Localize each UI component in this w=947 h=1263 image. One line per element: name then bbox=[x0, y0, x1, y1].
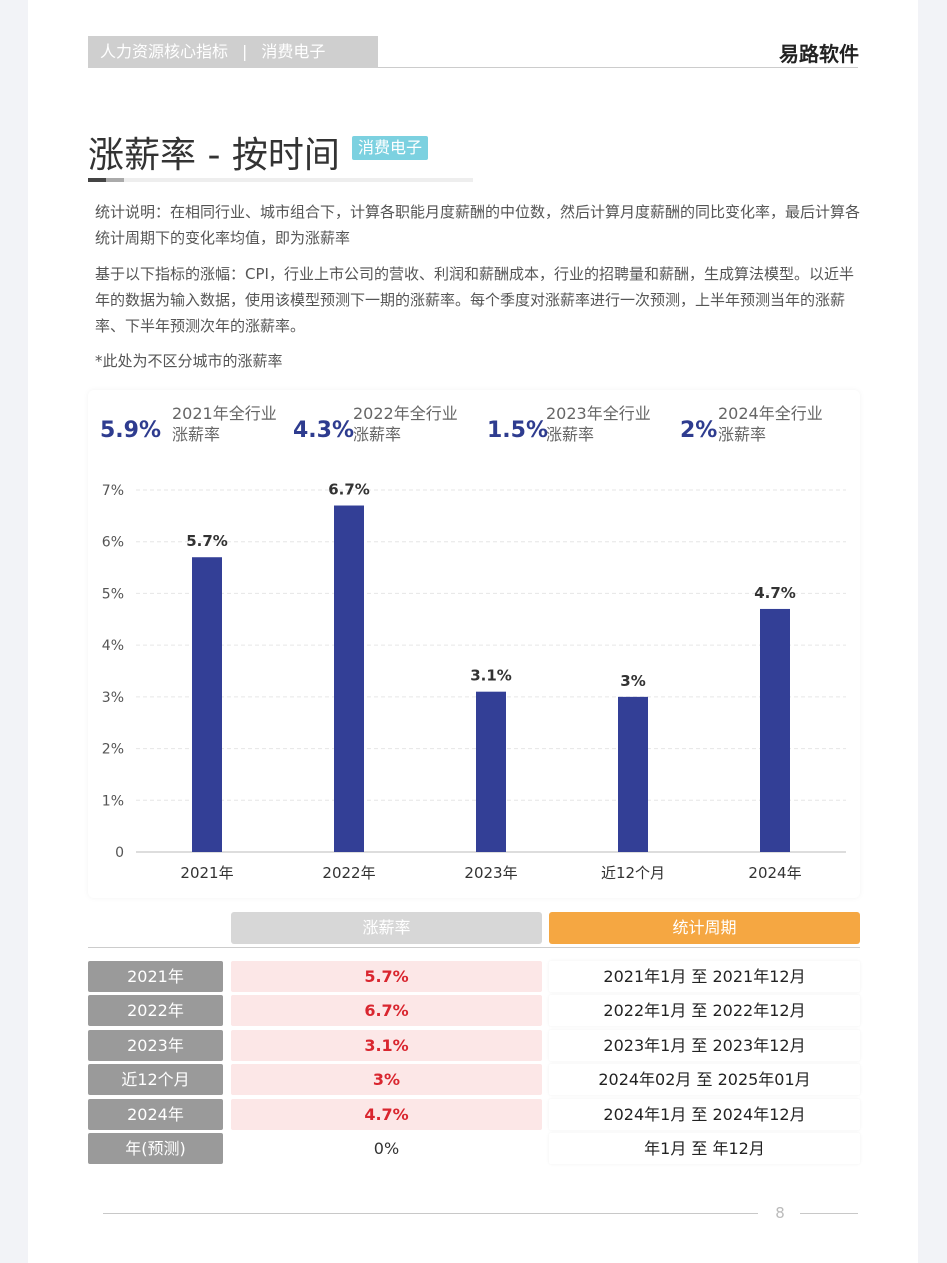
table-cell-period: 2024年1月 至 2024年12月 bbox=[549, 1099, 860, 1130]
table-row: 2023年 3.1% 2023年1月 至 2023年12月 bbox=[88, 1030, 860, 1061]
table-cell-rate: 3.1% bbox=[231, 1030, 542, 1061]
kpi-label: 2021年全行业 涨薪率 bbox=[172, 403, 277, 445]
description-method: 统计说明：在相同行业、城市组合下，计算各职能月度薪酬的中位数，然后计算月度薪酬的… bbox=[95, 203, 861, 247]
chart-x-tick-label: 2023年 bbox=[464, 864, 517, 882]
chart-x-tick-label: 近12个月 bbox=[601, 864, 665, 882]
chart-y-tick-label: 4% bbox=[102, 638, 124, 654]
table-cell-year: 年(预测) bbox=[88, 1133, 223, 1164]
footer-divider bbox=[103, 1213, 758, 1214]
chart-x-tick-label: 2022年 bbox=[322, 864, 375, 882]
chart-y-tick-label: 3% bbox=[102, 690, 124, 706]
header-industry-label: 消费电子 bbox=[261, 42, 326, 61]
kpi-label-line2: 涨薪率 bbox=[718, 425, 767, 444]
description-model: 基于以下指标的涨幅：CPI，行业上市公司的营收、利润和薪酬成本，行业的招聘量和薪… bbox=[95, 265, 854, 335]
table-row: 2022年 6.7% 2022年1月 至 2022年12月 bbox=[88, 995, 860, 1026]
kpi-label-line2: 涨薪率 bbox=[172, 425, 221, 444]
kpi-label-line2: 涨薪率 bbox=[546, 425, 595, 444]
chart-y-tick-label: 1% bbox=[102, 793, 124, 809]
table-cell-year: 2022年 bbox=[88, 995, 223, 1026]
chart-y-tick-label: 5% bbox=[102, 586, 124, 602]
table-cell-period: 2022年1月 至 2022年12月 bbox=[549, 995, 860, 1026]
chart-y-tick-label: 2% bbox=[102, 742, 124, 758]
kpi-label: 2022年全行业 涨薪率 bbox=[353, 403, 458, 445]
chart-data-label: 3% bbox=[620, 672, 645, 690]
title-underline-light bbox=[106, 178, 124, 182]
table-cell-period: 2023年1月 至 2023年12月 bbox=[549, 1030, 860, 1061]
table-header-period: 统计周期 bbox=[549, 912, 860, 944]
kpi-value: 5.9% bbox=[100, 418, 162, 443]
chart-data-label: 4.7% bbox=[754, 584, 796, 602]
chart-bar bbox=[618, 696, 648, 852]
chart-y-tick-label: 0 bbox=[115, 845, 124, 861]
table-row: 2021年 5.7% 2021年1月 至 2021年12月 bbox=[88, 961, 860, 992]
kpi-value: 2% bbox=[680, 418, 718, 443]
table-cell-rate: 4.7% bbox=[231, 1099, 542, 1130]
kpi-label-line1: 2021年全行业 bbox=[172, 404, 277, 423]
footer-divider-right bbox=[800, 1213, 858, 1214]
kpi-value: 1.5% bbox=[487, 418, 549, 443]
table-cell-rate: 5.7% bbox=[231, 961, 542, 992]
table-row: 2024年 4.7% 2024年1月 至 2024年12月 bbox=[88, 1099, 860, 1130]
kpi-label-line1: 2022年全行业 bbox=[353, 404, 458, 423]
page-number: 8 bbox=[775, 1204, 785, 1222]
page-title: 涨薪率 - 按时间 bbox=[88, 135, 340, 176]
brand-name: 易路软件 bbox=[779, 42, 859, 66]
title-underline bbox=[88, 178, 473, 182]
description-note: *此处为不区分城市的涨薪率 bbox=[95, 352, 283, 370]
chart-data-label: 5.7% bbox=[186, 532, 228, 550]
table-cell-year: 2021年 bbox=[88, 961, 223, 992]
kpi-label-line1: 2023年全行业 bbox=[546, 404, 651, 423]
raise-rate-bar-chart: 0 1% 2% 3% 4% 5% 6% 7% 5.7% 2021年 6.7% 2022年 3.1% 202… bbox=[102, 481, 846, 882]
table-header-divider bbox=[88, 947, 860, 948]
header-section-label: 人力资源核心指标 bbox=[100, 42, 229, 61]
table-header-rate: 涨薪率 bbox=[231, 912, 542, 944]
header-section-tag: 人力资源核心指标 | 消费电子 bbox=[88, 36, 378, 68]
table-cell-period: 2021年1月 至 2021年12月 bbox=[549, 961, 860, 992]
industry-badge: 消费电子 bbox=[352, 136, 429, 160]
chart-y-tick-label: 7% bbox=[102, 483, 124, 499]
kpi-label: 2024年全行业 涨薪率 bbox=[718, 403, 823, 445]
table-cell-rate: 3% bbox=[231, 1064, 542, 1095]
chart-x-tick-label: 2024年 bbox=[748, 864, 801, 882]
table-cell-rate: 6.7% bbox=[231, 995, 542, 1026]
header-divider bbox=[378, 67, 858, 68]
chart-y-tick-label: 6% bbox=[102, 535, 124, 551]
chart-bar bbox=[476, 691, 506, 852]
table-cell-period: 年1月 至 年12月 bbox=[549, 1133, 860, 1164]
chart-data-label: 6.7% bbox=[328, 481, 370, 499]
table-cell-rate: 0% bbox=[373, 1139, 400, 1158]
kpi-value: 4.3% bbox=[293, 418, 355, 443]
kpi-label: 2023年全行业 涨薪率 bbox=[546, 403, 651, 445]
chart-x-tick-label: 2021年 bbox=[180, 864, 233, 882]
table-cell-year: 2023年 bbox=[88, 1030, 223, 1061]
table-cell-year: 2024年 bbox=[88, 1099, 223, 1130]
chart-card: 5.9% 2021年全行业 涨薪率 4.3% 2022年全行业 涨薪率 1.5% 2… bbox=[88, 390, 860, 898]
table-row: 年(预测) 0% 年1月 至 年12月 bbox=[88, 1133, 860, 1164]
chart-bar bbox=[334, 505, 364, 852]
kpi-label-line1: 2024年全行业 bbox=[718, 404, 823, 423]
title-underline-dark bbox=[88, 178, 106, 182]
chart-data-label: 3.1% bbox=[470, 667, 512, 685]
table-cell-year: 近12个月 bbox=[88, 1064, 223, 1095]
table-row: 近12个月 3% 2024年02月 至 2025年01月 bbox=[88, 1064, 860, 1095]
chart-bar bbox=[760, 608, 790, 852]
table-cell-period: 2024年02月 至 2025年01月 bbox=[549, 1064, 860, 1095]
kpi-label-line2: 涨薪率 bbox=[353, 425, 402, 444]
chart-bar bbox=[192, 557, 222, 852]
header-separator: | bbox=[242, 42, 248, 61]
